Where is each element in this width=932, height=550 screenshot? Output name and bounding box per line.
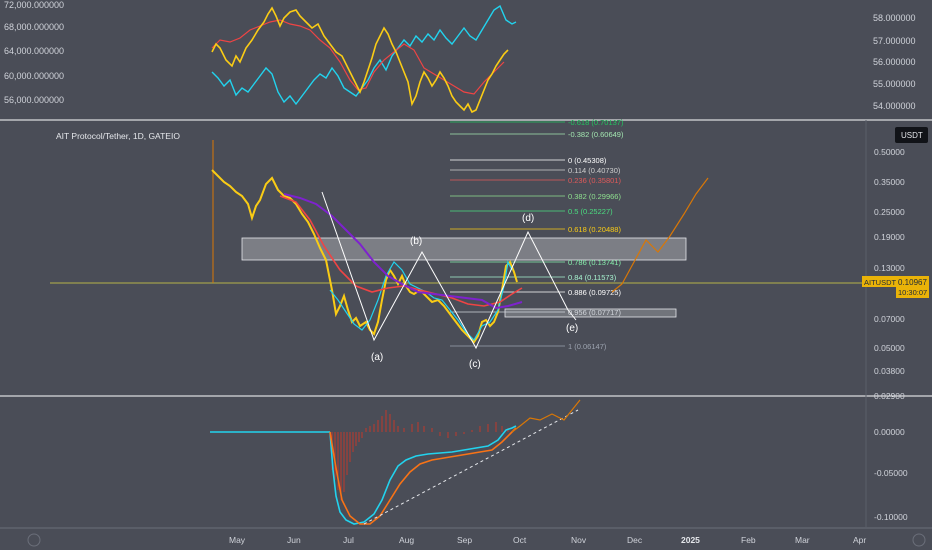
symbol-title: AIT Protocol/Tether, 1D, GATEIO	[56, 131, 180, 141]
fib-label: 1 (0.06147)	[568, 342, 607, 351]
time-label: Nov	[571, 535, 587, 545]
fib-label: 0.886 (0.09725)	[568, 288, 621, 297]
support-zone[interactable]	[504, 308, 677, 318]
top-right-tick: 54.000000	[873, 101, 916, 111]
main-price-tick: 0.50000	[874, 147, 905, 157]
time-label: Apr	[853, 535, 866, 545]
wave-tail	[567, 309, 577, 321]
main-price-tick: 0.05000	[874, 343, 905, 353]
projection-path	[611, 177, 709, 293]
fib-label: 0.236 (0.35801)	[568, 176, 621, 185]
main-price-tick: 0.02900	[874, 391, 905, 401]
time-label: Sep	[457, 535, 472, 545]
price-tag-symbol-box	[862, 276, 896, 287]
currency-badge-label: USDT	[901, 131, 923, 140]
ma-purple	[283, 193, 523, 310]
main-price-tick: 0.13000	[874, 263, 905, 273]
trendline-dashed[interactable]	[363, 409, 579, 525]
wave-label-d: (d)	[522, 213, 534, 224]
main-price-tick: 0.03800	[874, 366, 905, 376]
top-panel[interactable]: 72,000.000000 68,000.000000 64,000.00000…	[4, 0, 916, 114]
fib-label: 0.114 (0.40730)	[568, 166, 621, 175]
fib-retracement[interactable]: -0.618 (0.70137) -0.382 (0.60649) 0 (0.4…	[450, 118, 624, 351]
time-label: Jul	[343, 535, 354, 545]
time-axis[interactable]: May Jun Jul Aug Sep Oct Nov Dec 2025 Feb…	[27, 533, 926, 547]
fib-label: -0.382 (0.60649)	[568, 130, 624, 139]
macd-histogram	[331, 410, 509, 500]
top-left-tick: 72,000.000000	[4, 0, 64, 10]
top-left-tick: 68,000.000000	[4, 22, 64, 32]
indicator-tick: -0.10000	[874, 512, 908, 522]
price-tag-countdown: 10:30:07	[898, 288, 927, 297]
top-yellow-series	[211, 6, 509, 114]
top-right-tick: 56.000000	[873, 57, 916, 67]
fib-label: 0.84 (0.11573)	[568, 273, 617, 282]
fib-label: 0.618 (0.20488)	[568, 225, 621, 234]
top-left-tick: 64,000.000000	[4, 46, 64, 56]
time-label: Feb	[741, 535, 756, 545]
main-price-tick: 0.19000	[874, 232, 905, 242]
top-right-tick: 57.000000	[873, 36, 916, 46]
wave-label-a: (a)	[371, 352, 383, 363]
wave-label-c: (c)	[469, 359, 481, 370]
time-label: Jun	[287, 535, 301, 545]
fib-label: 0.5 (0.25227)	[568, 207, 613, 216]
price-tag-price: 0.10967	[898, 278, 927, 287]
indicator-panel[interactable]: 0.00000 -0.05000 -0.10000	[210, 399, 908, 525]
macd-signal-orange	[329, 427, 517, 525]
main-price-tick: 0.07000	[874, 314, 905, 324]
indicator-tick: 0.00000	[874, 427, 905, 437]
fib-label: 0 (0.45308)	[568, 156, 607, 165]
price-series-yellow	[211, 169, 518, 344]
indicator-projection	[511, 399, 581, 433]
top-left-tick: 60,000.000000	[4, 71, 64, 81]
time-label: Mar	[795, 535, 810, 545]
wave-path	[321, 191, 569, 350]
macd-line-cyan	[329, 425, 517, 525]
time-label-year: 2025	[681, 535, 700, 545]
wave-label-e: (e)	[566, 323, 578, 334]
time-label: Oct	[513, 535, 527, 545]
fib-label: 0.956 (0.07717)	[568, 308, 621, 317]
fib-label: 0.382 (0.29966)	[568, 192, 621, 201]
time-label: Dec	[627, 535, 643, 545]
fib-label: 0.786 (0.13741)	[568, 258, 621, 267]
currency-badge[interactable]	[895, 127, 928, 143]
main-price-tick: 0.35000	[874, 177, 905, 187]
time-axis-settings-icon[interactable]	[27, 533, 41, 547]
top-left-tick: 56,000.000000	[4, 95, 64, 105]
top-right-tick: 55.000000	[873, 79, 916, 89]
price-tag-box	[896, 276, 929, 298]
wave-label-b: (b)	[410, 236, 422, 247]
main-panel[interactable]: AIT Protocol/Tether, 1D, GATEIO USDT 0.5…	[50, 118, 929, 401]
top-cyan-series	[211, 4, 517, 106]
fib-label: -0.618 (0.70137)	[568, 118, 624, 127]
time-label: May	[229, 535, 246, 545]
top-right-tick: 58.000000	[873, 13, 916, 23]
indicator-tick: -0.05000	[874, 468, 908, 478]
chart-settings-icon[interactable]	[912, 533, 926, 547]
main-price-tick: 0.25000	[874, 207, 905, 217]
resistance-zone[interactable]	[241, 237, 687, 261]
price-tag-symbol: AITUSDT	[864, 278, 897, 287]
time-label: Aug	[399, 535, 414, 545]
